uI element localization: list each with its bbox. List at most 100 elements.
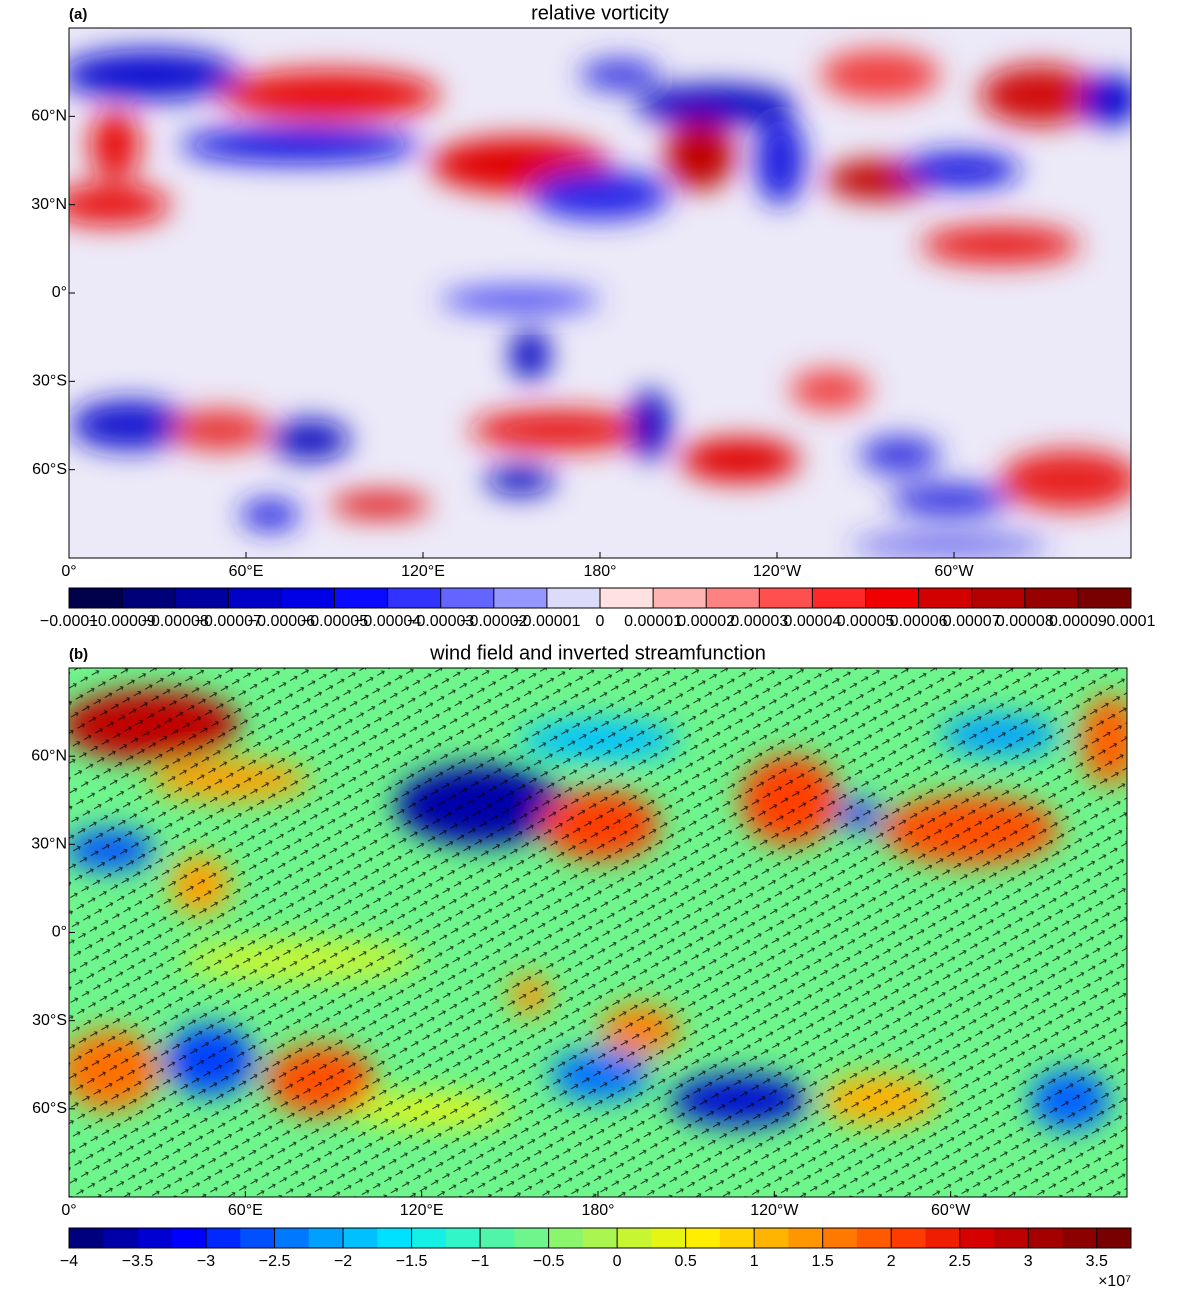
colorbar-box — [754, 1228, 789, 1248]
colorbar-box — [1077, 588, 1132, 608]
lon-label: 120°W — [750, 1202, 799, 1219]
colorbar-box — [548, 1228, 584, 1248]
colorbar-label: −0.00003 — [407, 613, 474, 630]
colorbar-box — [706, 588, 760, 608]
panel-title: wind field and inverted streamfunction — [429, 642, 766, 664]
colorbar-box — [281, 588, 335, 608]
lat-label: 0° — [52, 284, 67, 301]
colorbar-box — [480, 1228, 515, 1248]
colorbar-box — [387, 588, 442, 608]
colorbar-box — [685, 1228, 721, 1248]
colorbar-label: −3 — [197, 1253, 215, 1270]
colorbar-box — [719, 1228, 755, 1248]
colorbar-box — [103, 1228, 139, 1248]
colorbar-label: −2.5 — [259, 1253, 291, 1270]
colorbar-label: 0.00003 — [730, 613, 788, 630]
colorbar-box — [1096, 1228, 1132, 1248]
lon-label: 120°W — [753, 563, 802, 580]
colorbar-box — [171, 1228, 207, 1248]
colorbar-label: 0.00001 — [624, 613, 682, 630]
colorbar-box — [653, 588, 707, 608]
lat-label: 30°N — [31, 836, 67, 853]
colorbar-box — [445, 1228, 481, 1248]
colorbar-box — [274, 1228, 310, 1248]
colorbar-box — [175, 588, 229, 608]
colorbar-label: 0 — [596, 613, 605, 630]
colorbar-label: 0.00009 — [1049, 613, 1107, 630]
lat-label: 60°S — [32, 1100, 67, 1117]
colorbar-box — [971, 588, 1026, 608]
colorbar-box — [891, 1228, 926, 1248]
lat-label: 30°S — [32, 1012, 67, 1029]
colorbar-label: −0.0001 — [40, 613, 98, 630]
colorbar-label: −0.00006 — [248, 613, 315, 630]
colorbar-multiplier: ×10⁷ — [1098, 1273, 1131, 1290]
colorbar-label: −1 — [471, 1253, 489, 1270]
lon-label: 60°E — [229, 563, 264, 580]
colorbar-box — [856, 1228, 892, 1248]
lon-label: 180° — [583, 563, 616, 580]
colorbar-box — [122, 588, 176, 608]
colorbar-label: −0.00001 — [513, 613, 580, 630]
colorbar-label: −0.00004 — [354, 613, 421, 630]
colorbar-box — [440, 588, 495, 608]
panel-label: (a) — [69, 6, 87, 23]
colorbar-box — [788, 1228, 824, 1248]
lat-label: 30°S — [32, 373, 67, 390]
colorbar-box — [240, 1228, 276, 1248]
colorbar-box — [1062, 1228, 1098, 1248]
colorbar-label: 1 — [750, 1253, 759, 1270]
colorbar-label: 0 — [613, 1253, 622, 1270]
colorbar-label: −3.5 — [122, 1253, 154, 1270]
colorbar-box — [308, 1228, 344, 1248]
colorbar-box — [514, 1228, 550, 1248]
colorbar-box — [822, 1228, 858, 1248]
colorbar-box — [582, 1228, 618, 1248]
colorbar-box — [546, 588, 601, 608]
lon-label: 120°E — [400, 1202, 444, 1219]
colorbar-box — [925, 1228, 961, 1248]
colorbar-label: 0.00004 — [783, 613, 841, 630]
streamfunction-map — [69, 668, 1127, 1197]
colorbar-label: 1.5 — [812, 1253, 834, 1270]
vorticity-map — [69, 28, 1131, 558]
colorbar-label: 0.00006 — [890, 613, 948, 630]
colorbar-box — [600, 588, 654, 608]
colorbar-label: 0.0001 — [1107, 613, 1156, 630]
lon-label: 60°W — [931, 1202, 971, 1219]
lat-label: 30°N — [31, 196, 67, 213]
lon-label: 180° — [581, 1202, 614, 1219]
colorbar-box — [334, 588, 389, 608]
colorbar-label: 0.00002 — [677, 613, 735, 630]
colorbar-box — [228, 588, 282, 608]
colorbar-box — [137, 1228, 173, 1248]
colorbar-label: 0.00005 — [837, 613, 895, 630]
colorbar-label: 2 — [887, 1253, 896, 1270]
colorbar-box — [651, 1228, 687, 1248]
colorbar-label: 0.00007 — [943, 613, 1001, 630]
panel-title: relative vorticity — [531, 2, 669, 24]
colorbar-box — [865, 588, 920, 608]
lat-label: 60°N — [31, 747, 67, 764]
colorbar-label: −0.5 — [533, 1253, 565, 1270]
colorbar-box — [493, 588, 548, 608]
lon-label: 120°E — [401, 563, 445, 580]
colorbar-label: −0.00008 — [142, 613, 209, 630]
colorbar-box — [1028, 1228, 1063, 1248]
colorbar-box — [759, 588, 813, 608]
colorbar-label: −0.00009 — [89, 613, 156, 630]
colorbar-box — [69, 588, 123, 608]
colorbar-label: −2 — [334, 1253, 352, 1270]
lat-label: 0° — [52, 924, 67, 941]
colorbar-label: −0.00002 — [460, 613, 527, 630]
colorbar-box — [377, 1228, 413, 1248]
colorbar-label: 0.5 — [675, 1253, 697, 1270]
panel-label: (b) — [69, 646, 88, 663]
lat-label: 60°N — [31, 108, 67, 125]
colorbar-label: −0.00005 — [301, 613, 368, 630]
colorbar-box — [812, 588, 866, 608]
colorbar-box — [411, 1228, 447, 1248]
lon-label: 60°W — [934, 563, 974, 580]
colorbar-label: 3 — [1024, 1253, 1033, 1270]
